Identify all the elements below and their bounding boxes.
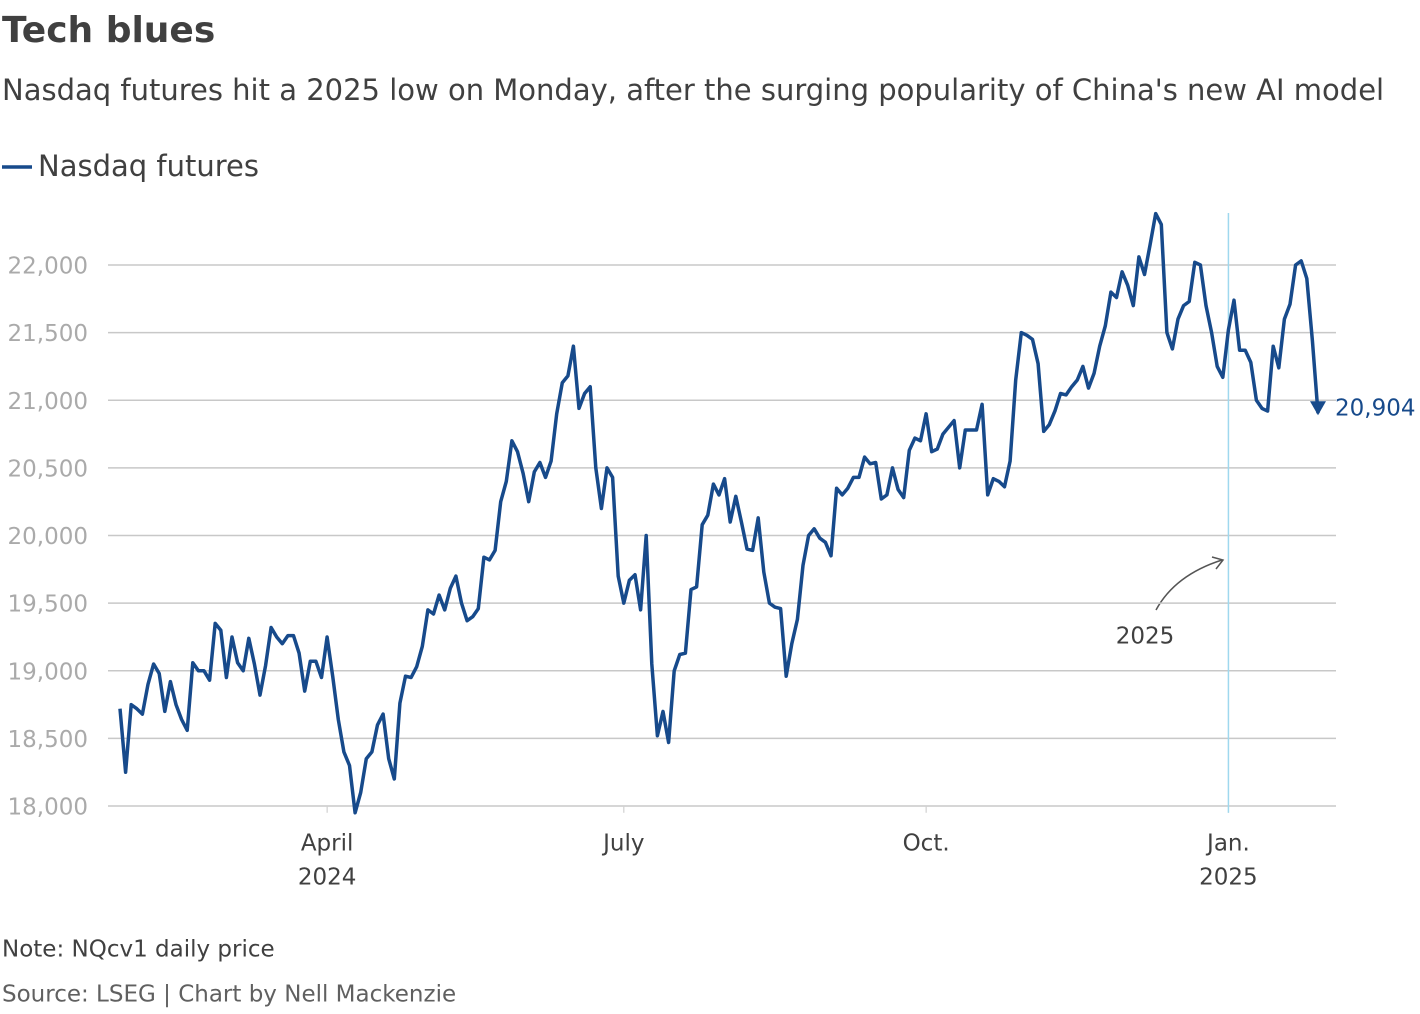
y-tick-label: 19,500 xyxy=(8,592,88,618)
note: Note: NQcv1 daily price xyxy=(2,937,275,963)
source: Source: LSEG | Chart by Nell Mackenzie xyxy=(2,982,456,1008)
x-tick-label: Jan. xyxy=(1205,831,1250,857)
y-tick-label: 21,000 xyxy=(8,389,88,415)
annotation-arrow xyxy=(1155,556,1225,611)
line xyxy=(118,211,1320,815)
x-tick-label: 2025 xyxy=(1199,865,1258,891)
y-tick-label: 18,500 xyxy=(8,727,88,753)
legend-label: Nasdaq futures xyxy=(38,149,259,183)
annotation: 2025 xyxy=(1116,624,1175,650)
x-tick-label: Oct. xyxy=(903,831,950,857)
x-tick-label: 2024 xyxy=(298,865,357,891)
y-tick-label: 21,500 xyxy=(8,321,88,347)
chart-title: Tech blues xyxy=(2,10,215,51)
end-value-label: 20,904 xyxy=(1335,396,1415,422)
y-tick-label: 20,000 xyxy=(8,524,88,550)
x-tick-label: April xyxy=(301,831,354,857)
y-tick-label: 20,500 xyxy=(8,456,88,482)
y-tick-label: 19,000 xyxy=(8,659,88,685)
x-tick-label: July xyxy=(601,831,644,857)
end-marker xyxy=(1310,401,1326,416)
chart-subtitle: Nasdaq futures hit a 2025 low on Monday,… xyxy=(2,73,1384,107)
y-tick-label: 22,000 xyxy=(8,254,88,280)
y-tick-label: 18,000 xyxy=(8,795,88,821)
